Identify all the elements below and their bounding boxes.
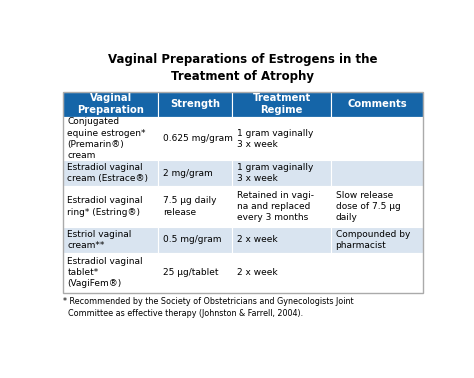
Text: 0.5 mg/gram: 0.5 mg/gram (163, 235, 221, 244)
Text: Comments: Comments (347, 99, 407, 109)
Text: Estradiol vaginal
ring* (Estring®): Estradiol vaginal ring* (Estring®) (67, 197, 143, 217)
Text: Conjugated
equine estrogen*
(Premarin®)
cream: Conjugated equine estrogen* (Premarin®) … (67, 118, 146, 160)
Text: 1 gram vaginally
3 x week: 1 gram vaginally 3 x week (237, 163, 313, 183)
Text: Slow release
dose of 7.5 μg
daily: Slow release dose of 7.5 μg daily (336, 191, 400, 222)
Text: 0.625 mg/gram: 0.625 mg/gram (163, 134, 233, 143)
Bar (63, 186, 158, 226)
Bar (232, 226, 331, 253)
Text: Compounded by
pharmacist: Compounded by pharmacist (336, 229, 410, 249)
Text: Estriol vaginal
cream**: Estriol vaginal cream** (67, 229, 132, 249)
Bar (232, 253, 331, 293)
Bar (331, 160, 423, 186)
Bar (158, 253, 232, 293)
Bar (63, 92, 158, 117)
Text: Treatment of Atrophy: Treatment of Atrophy (172, 70, 314, 83)
Bar (331, 92, 423, 117)
Text: Treatment
Regime: Treatment Regime (253, 93, 311, 115)
Bar (232, 117, 331, 160)
Text: 7.5 μg daily
release: 7.5 μg daily release (163, 197, 216, 217)
Bar (158, 160, 232, 186)
Text: Estradiol vaginal
cream (Estrace®): Estradiol vaginal cream (Estrace®) (67, 163, 148, 183)
Text: Retained in vagi-
na and replaced
every 3 months: Retained in vagi- na and replaced every … (237, 191, 313, 222)
Text: 2 x week: 2 x week (237, 268, 277, 277)
Bar (158, 186, 232, 226)
Bar (331, 253, 423, 293)
Text: 2 x week: 2 x week (237, 235, 277, 244)
Bar (63, 253, 158, 293)
Text: Strength: Strength (170, 99, 220, 109)
Bar (63, 226, 158, 253)
Text: 2 mg/gram: 2 mg/gram (163, 169, 212, 178)
Bar (331, 186, 423, 226)
Bar (158, 92, 232, 117)
Bar (63, 160, 158, 186)
Bar (232, 92, 331, 117)
Bar (331, 117, 423, 160)
Text: 25 μg/tablet: 25 μg/tablet (163, 268, 218, 277)
Bar (331, 226, 423, 253)
Text: Estradiol vaginal
tablet*
(VagiFem®): Estradiol vaginal tablet* (VagiFem®) (67, 257, 143, 288)
Bar (63, 92, 423, 293)
Text: * Recommended by the Society of Obstetricians and Gynecologists Joint
  Committe: * Recommended by the Society of Obstetri… (63, 297, 354, 318)
Bar (232, 160, 331, 186)
Bar (232, 186, 331, 226)
Text: Vaginal
Preparation: Vaginal Preparation (77, 93, 144, 115)
Bar (158, 226, 232, 253)
Text: Vaginal Preparations of Estrogens in the: Vaginal Preparations of Estrogens in the (108, 53, 378, 66)
Text: 1 gram vaginally
3 x week: 1 gram vaginally 3 x week (237, 129, 313, 149)
Bar (158, 117, 232, 160)
Bar (63, 117, 158, 160)
